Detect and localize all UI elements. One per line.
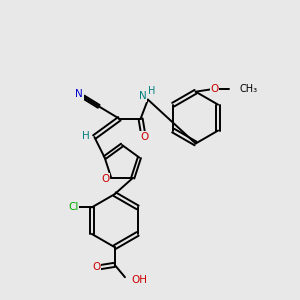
Text: H: H (82, 130, 90, 140)
Text: N: N (139, 91, 146, 101)
Text: Cl: Cl (68, 202, 78, 212)
Text: OH: OH (131, 274, 148, 285)
Text: O: O (101, 174, 110, 184)
Text: CH₃: CH₃ (239, 84, 258, 94)
Text: N: N (76, 89, 83, 99)
Text: O: O (140, 132, 148, 142)
Text: H: H (148, 86, 155, 96)
Text: O: O (92, 262, 101, 272)
Text: O: O (210, 84, 219, 94)
